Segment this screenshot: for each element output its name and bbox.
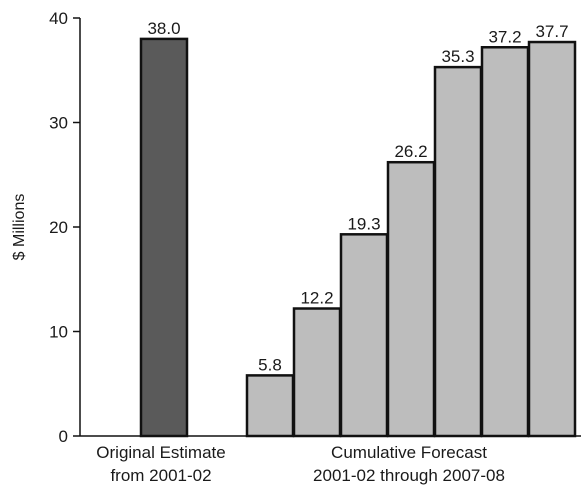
bar <box>139 37 189 438</box>
bar-value-label: 12.2 <box>300 289 333 308</box>
bar <box>292 307 342 438</box>
y-tick-label: 0 <box>59 427 68 446</box>
bar-value-label: 19.3 <box>347 214 380 233</box>
category-label-line: Original Estimate <box>96 443 225 462</box>
bars <box>139 37 577 438</box>
category-label-line: 2001-02 through 2007-08 <box>313 466 505 485</box>
y-tick-label: 10 <box>49 323 68 342</box>
bar <box>527 40 577 438</box>
bar <box>386 160 436 438</box>
labels: 38.0 Original Estimate from 2001-02 5.8 12.2… <box>96 19 568 485</box>
bar-value-label: 38.0 <box>147 19 180 38</box>
category-label-line: from 2001-02 <box>110 466 211 485</box>
category-label-line: Cumulative Forecast <box>331 443 487 462</box>
y-axis-label: $ Millions <box>11 194 28 261</box>
bar <box>480 46 530 438</box>
bar-value-label: 26.2 <box>394 142 427 161</box>
bar-value-label: 5.8 <box>258 355 282 374</box>
bar-value-label: 37.2 <box>488 27 521 46</box>
bar <box>339 233 389 438</box>
bar <box>245 374 295 438</box>
bar-value-label: 37.7 <box>535 22 568 41</box>
y-tick-label: 20 <box>49 218 68 237</box>
y-tick-label: 30 <box>49 114 68 133</box>
y-tick-label: 40 <box>49 9 68 28</box>
bar <box>433 65 483 438</box>
bar-value-label: 35.3 <box>441 47 474 66</box>
